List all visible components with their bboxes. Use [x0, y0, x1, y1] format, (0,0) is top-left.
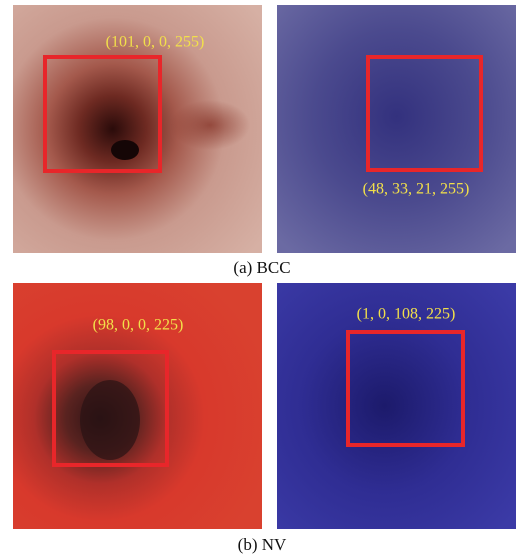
page: (101, 0, 0, 255) (48, 33, 21, 255) (a) B… [0, 0, 524, 558]
pixel-label: (1, 0, 108, 225) [357, 306, 456, 323]
pixel-label: (48, 33, 21, 255) [363, 181, 470, 198]
lesion-core [80, 380, 140, 460]
pixel-label: (101, 0, 0, 255) [106, 34, 205, 51]
figure: (101, 0, 0, 255) (48, 33, 21, 255) (a) B… [0, 0, 524, 558]
caption: (a) BCC [233, 258, 290, 277]
pixel-label: (98, 0, 0, 225) [93, 317, 184, 334]
lesion-core [111, 140, 139, 160]
caption: (b) NV [238, 535, 287, 554]
lesion-spot [170, 100, 250, 150]
